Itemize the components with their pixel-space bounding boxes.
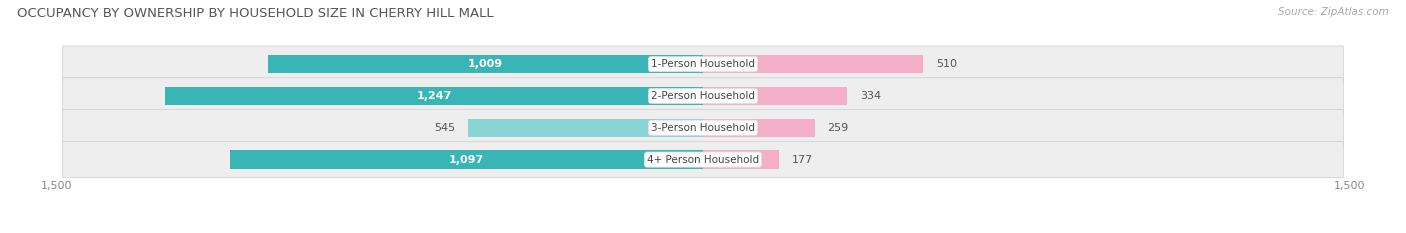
Text: 334: 334 <box>860 91 882 101</box>
Text: 3-Person Household: 3-Person Household <box>651 123 755 133</box>
Text: 259: 259 <box>828 123 849 133</box>
Bar <box>468 119 703 137</box>
Bar <box>166 87 703 105</box>
Text: OCCUPANCY BY OWNERSHIP BY HOUSEHOLD SIZE IN CHERRY HILL MALL: OCCUPANCY BY OWNERSHIP BY HOUSEHOLD SIZE… <box>17 7 494 20</box>
Text: 1-Person Household: 1-Person Household <box>651 59 755 69</box>
Bar <box>703 119 814 137</box>
Bar <box>231 150 703 169</box>
Text: 1,009: 1,009 <box>468 59 503 69</box>
Text: 510: 510 <box>936 59 957 69</box>
Bar <box>703 55 922 73</box>
Text: 545: 545 <box>434 123 456 133</box>
FancyBboxPatch shape <box>63 78 1343 114</box>
FancyBboxPatch shape <box>63 46 1343 82</box>
Text: Source: ZipAtlas.com: Source: ZipAtlas.com <box>1278 7 1389 17</box>
FancyBboxPatch shape <box>63 141 1343 178</box>
Bar <box>703 87 846 105</box>
Text: 1,097: 1,097 <box>449 154 484 164</box>
Text: 4+ Person Household: 4+ Person Household <box>647 154 759 164</box>
FancyBboxPatch shape <box>63 110 1343 146</box>
Text: 1,247: 1,247 <box>416 91 451 101</box>
Text: 2-Person Household: 2-Person Household <box>651 91 755 101</box>
Bar <box>269 55 703 73</box>
Bar <box>703 150 779 169</box>
Text: 177: 177 <box>792 154 814 164</box>
